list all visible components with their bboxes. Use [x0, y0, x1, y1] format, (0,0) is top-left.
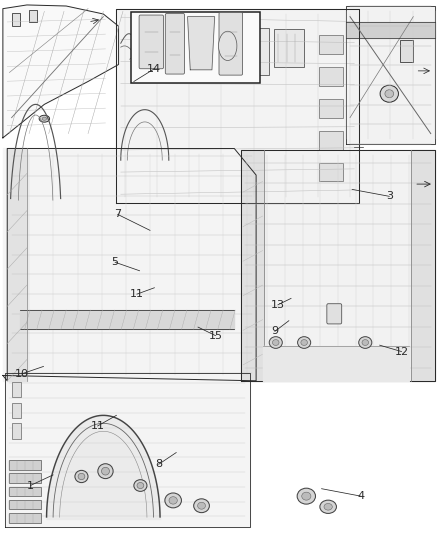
Bar	[9, 487, 41, 496]
Ellipse shape	[380, 85, 399, 102]
Bar	[9, 460, 41, 470]
Ellipse shape	[320, 500, 336, 513]
Polygon shape	[241, 150, 264, 381]
Text: 10: 10	[14, 369, 28, 379]
Ellipse shape	[42, 117, 46, 120]
Ellipse shape	[362, 340, 368, 345]
Ellipse shape	[165, 493, 181, 508]
Polygon shape	[187, 17, 215, 70]
Polygon shape	[3, 5, 119, 138]
Bar	[319, 131, 343, 150]
FancyBboxPatch shape	[219, 12, 243, 75]
Bar	[226, 28, 269, 75]
Text: 15: 15	[208, 330, 223, 341]
Text: 5: 5	[112, 257, 119, 267]
Ellipse shape	[359, 337, 372, 349]
Ellipse shape	[78, 473, 85, 480]
Text: 12: 12	[395, 346, 409, 357]
Bar	[12, 403, 21, 418]
Ellipse shape	[194, 499, 209, 513]
Text: 7: 7	[114, 209, 121, 220]
Ellipse shape	[269, 337, 283, 349]
Text: 11: 11	[130, 289, 144, 299]
Bar	[400, 39, 413, 62]
Polygon shape	[346, 22, 435, 38]
FancyBboxPatch shape	[327, 304, 342, 324]
Text: 13: 13	[271, 300, 285, 310]
Text: 9: 9	[271, 326, 279, 336]
Ellipse shape	[302, 492, 311, 500]
Polygon shape	[346, 6, 435, 144]
Bar	[274, 29, 304, 67]
Ellipse shape	[219, 31, 237, 61]
Text: 1: 1	[27, 481, 34, 490]
Bar	[9, 500, 41, 510]
Ellipse shape	[272, 340, 279, 345]
Ellipse shape	[385, 90, 394, 98]
FancyBboxPatch shape	[12, 13, 20, 26]
Polygon shape	[241, 150, 435, 381]
Bar	[9, 513, 41, 523]
Polygon shape	[3, 149, 256, 381]
Text: 3: 3	[386, 191, 393, 201]
Ellipse shape	[297, 488, 315, 504]
FancyBboxPatch shape	[139, 15, 163, 69]
Ellipse shape	[134, 480, 147, 491]
Text: 4: 4	[357, 491, 364, 501]
Bar	[12, 382, 21, 397]
Ellipse shape	[39, 115, 49, 122]
Polygon shape	[5, 373, 250, 527]
Ellipse shape	[324, 504, 332, 510]
Ellipse shape	[198, 502, 205, 509]
Polygon shape	[117, 9, 359, 203]
Polygon shape	[7, 149, 27, 381]
Bar	[319, 35, 343, 54]
Ellipse shape	[75, 471, 88, 482]
Ellipse shape	[301, 340, 307, 345]
Bar	[9, 473, 41, 483]
Bar	[131, 12, 261, 83]
Ellipse shape	[102, 467, 110, 475]
Text: 11: 11	[91, 421, 105, 431]
FancyBboxPatch shape	[165, 13, 184, 74]
Bar	[12, 423, 21, 439]
Ellipse shape	[137, 482, 144, 489]
Text: 8: 8	[155, 459, 162, 469]
Bar	[182, 27, 219, 78]
Ellipse shape	[169, 497, 177, 504]
Polygon shape	[20, 310, 234, 329]
Ellipse shape	[297, 337, 311, 349]
FancyBboxPatch shape	[29, 10, 37, 22]
Ellipse shape	[98, 464, 113, 479]
Polygon shape	[263, 346, 409, 381]
Bar	[319, 163, 343, 181]
Bar	[319, 67, 343, 86]
Polygon shape	[411, 150, 435, 381]
Bar	[319, 99, 343, 118]
Text: 14: 14	[147, 64, 162, 74]
